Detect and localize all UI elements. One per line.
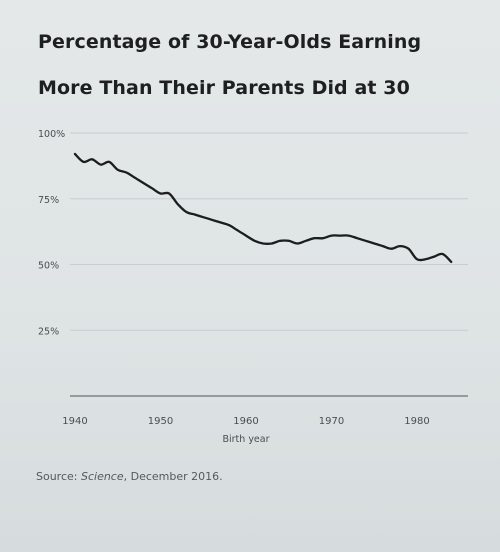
x-tick-label-1940: 1940 bbox=[62, 416, 87, 427]
x-tick-label-1980: 1980 bbox=[404, 416, 429, 427]
x-tick-label-1970: 1970 bbox=[319, 416, 344, 427]
source-publication: Science bbox=[80, 470, 124, 483]
chart-title-line-1: Percentage of 30-Year-Olds Earning bbox=[38, 31, 422, 53]
y-tick-label-100: 100% bbox=[38, 129, 65, 140]
x-tick-label-1960: 1960 bbox=[233, 416, 258, 427]
source-suffix: , December 2016. bbox=[123, 470, 223, 483]
x-axis-label: Birth year bbox=[222, 434, 269, 445]
series-line-0 bbox=[73, 152, 453, 264]
y-tick-label-75: 75% bbox=[38, 195, 59, 206]
chart-title-line-2: More Than Their Parents Did at 30 bbox=[38, 77, 410, 99]
source-prefix: Source: bbox=[36, 470, 81, 483]
source-note: Source: Science, December 2016. bbox=[36, 470, 223, 483]
y-tick-label-50: 50% bbox=[38, 261, 59, 272]
x-tick-label-1950: 1950 bbox=[148, 416, 173, 427]
y-tick-label-25: 25% bbox=[38, 326, 59, 337]
